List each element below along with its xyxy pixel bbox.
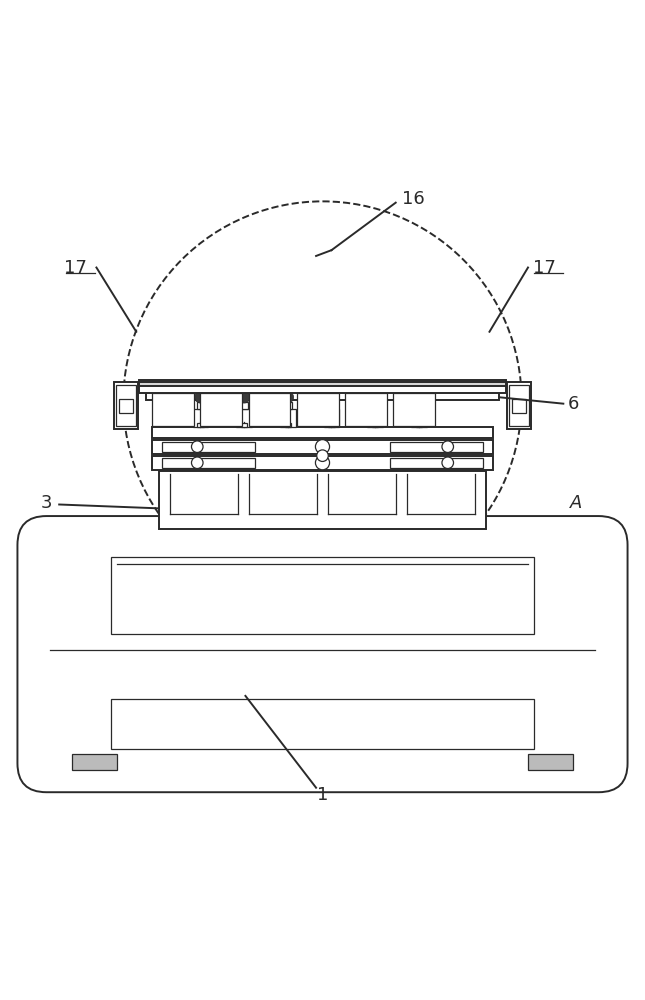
Text: 1: 1 bbox=[317, 786, 328, 804]
Bar bbox=[328, 402, 335, 409]
Bar bbox=[280, 409, 295, 427]
Bar bbox=[241, 423, 248, 427]
Bar bbox=[193, 409, 208, 427]
Bar bbox=[390, 458, 483, 468]
Circle shape bbox=[442, 457, 453, 469]
Bar bbox=[162, 458, 255, 468]
Text: 17: 17 bbox=[533, 259, 555, 277]
Bar bbox=[372, 423, 379, 427]
Bar bbox=[152, 440, 493, 454]
Text: 3: 3 bbox=[41, 494, 52, 512]
Bar bbox=[201, 393, 243, 426]
Bar bbox=[248, 393, 290, 426]
Circle shape bbox=[317, 450, 328, 461]
Circle shape bbox=[192, 457, 203, 469]
Bar bbox=[139, 386, 506, 393]
Bar bbox=[284, 423, 291, 427]
Circle shape bbox=[370, 391, 381, 403]
Circle shape bbox=[315, 440, 330, 454]
Bar bbox=[324, 409, 339, 427]
Text: 17: 17 bbox=[64, 259, 86, 277]
Bar bbox=[507, 382, 531, 429]
Bar bbox=[390, 442, 483, 452]
Bar bbox=[162, 442, 255, 452]
Bar bbox=[411, 409, 426, 427]
Bar bbox=[139, 382, 506, 390]
Bar bbox=[152, 393, 194, 426]
Bar bbox=[284, 402, 292, 409]
Bar bbox=[415, 423, 422, 427]
Circle shape bbox=[413, 391, 424, 403]
FancyBboxPatch shape bbox=[17, 516, 628, 792]
Bar bbox=[510, 385, 529, 426]
Bar bbox=[110, 557, 535, 634]
Circle shape bbox=[315, 456, 330, 470]
Bar bbox=[152, 427, 493, 438]
Circle shape bbox=[192, 441, 203, 452]
Bar bbox=[110, 699, 535, 749]
Bar bbox=[512, 399, 526, 413]
Bar bbox=[345, 393, 387, 426]
Text: 16: 16 bbox=[402, 190, 425, 208]
Circle shape bbox=[326, 391, 337, 403]
Bar bbox=[328, 423, 335, 427]
Bar bbox=[372, 402, 379, 409]
Bar bbox=[368, 409, 383, 427]
Bar bbox=[72, 754, 117, 770]
Bar bbox=[139, 380, 506, 390]
Bar bbox=[152, 456, 493, 470]
Bar bbox=[528, 754, 573, 770]
Text: A: A bbox=[570, 494, 582, 512]
Circle shape bbox=[442, 441, 453, 452]
Bar bbox=[114, 382, 138, 429]
Bar bbox=[119, 399, 133, 413]
Bar bbox=[241, 402, 248, 409]
Bar bbox=[237, 409, 252, 427]
Bar bbox=[197, 402, 204, 409]
Text: 6: 6 bbox=[568, 395, 579, 413]
Bar bbox=[297, 393, 339, 426]
Bar bbox=[415, 402, 422, 409]
Bar bbox=[197, 423, 204, 427]
Circle shape bbox=[282, 391, 293, 403]
Bar bbox=[159, 471, 486, 529]
Bar bbox=[116, 385, 135, 426]
Bar bbox=[393, 393, 435, 426]
Circle shape bbox=[239, 391, 250, 403]
Bar bbox=[146, 390, 499, 400]
Circle shape bbox=[195, 391, 206, 403]
